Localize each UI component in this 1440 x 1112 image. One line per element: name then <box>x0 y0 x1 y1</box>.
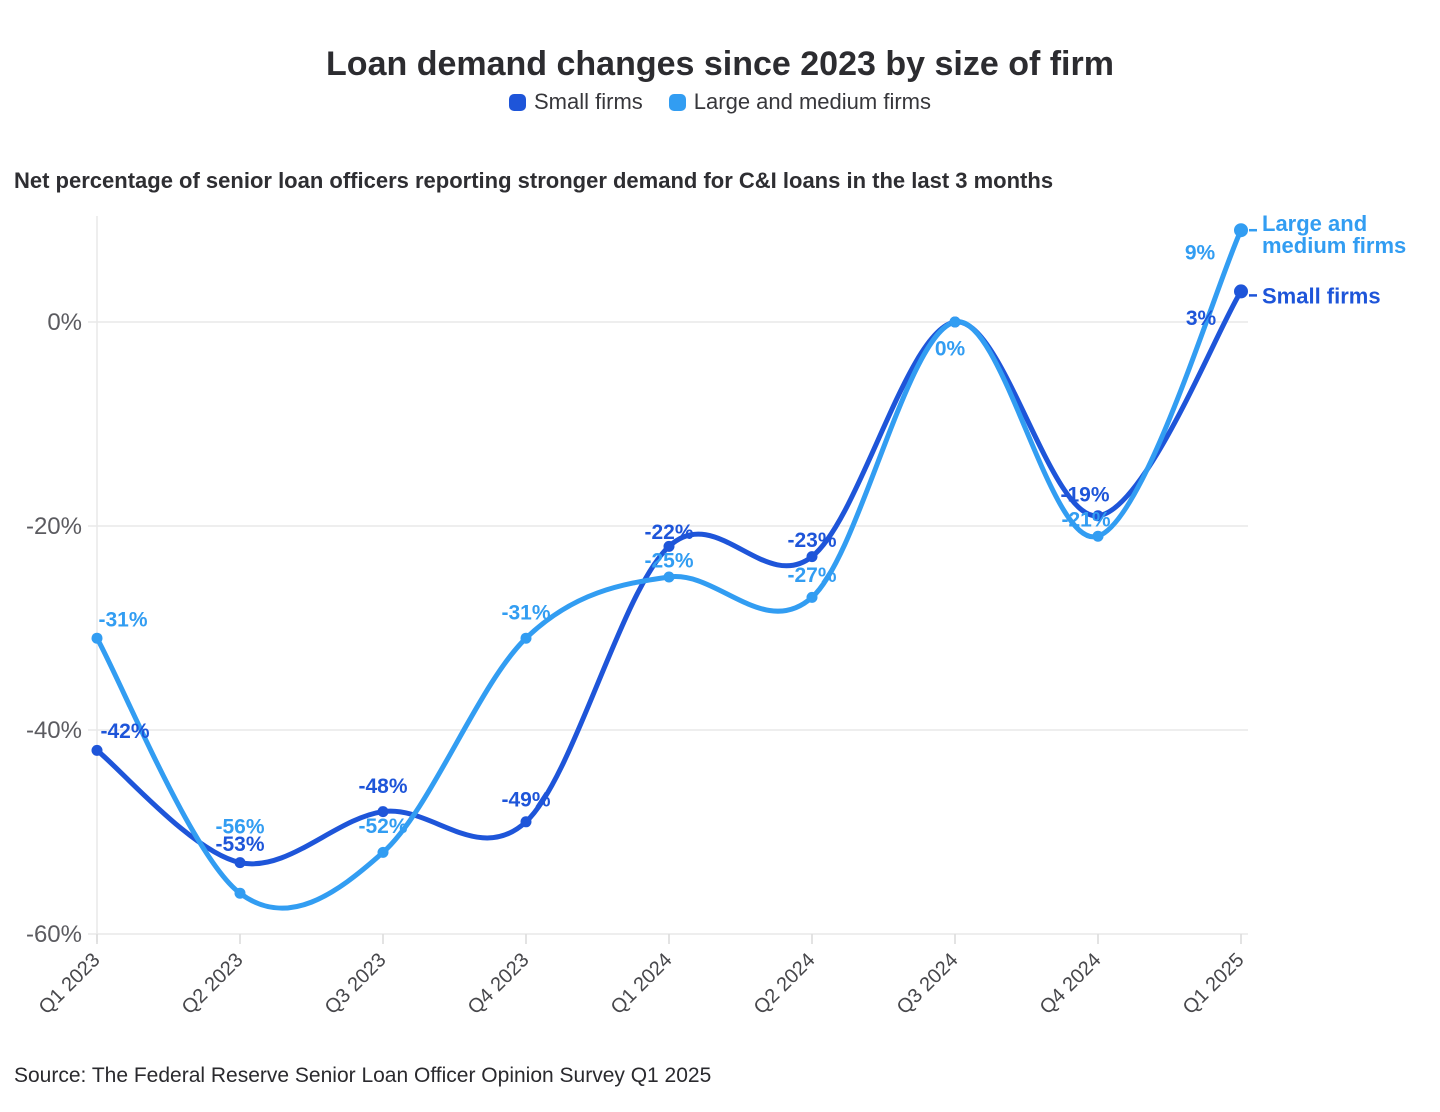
point-marker-large-and-medium-firms <box>234 887 246 899</box>
legend-item-small-firms: Small firms <box>509 89 643 115</box>
point-label-large-and-medium-firms: -56% <box>215 816 264 839</box>
y-tick-label: 0% <box>47 309 82 336</box>
point-label-small-firms: -22% <box>644 521 693 544</box>
point-marker-large-and-medium-firms <box>520 632 532 644</box>
x-tick-label: Q2 2023 <box>178 949 248 1019</box>
series-line-small-firms <box>94 288 1244 867</box>
x-tick-label: Q2 2024 <box>750 949 820 1019</box>
point-label-large-and-medium-firms: 9% <box>1185 242 1216 265</box>
point-marker-large-and-medium-firms <box>949 316 961 328</box>
legend-swatch-small-firms <box>509 93 526 111</box>
point-marker-large-and-medium-firms <box>1092 530 1104 542</box>
point-label-small-firms: -23% <box>787 529 836 552</box>
point-marker-small-firms <box>377 806 389 818</box>
point-label-small-firms: -49% <box>501 788 550 811</box>
chart-subtitle: Net percentage of senior loan officers r… <box>14 168 1054 193</box>
point-label-large-and-medium-firms: 0% <box>935 338 966 361</box>
source-note: Source: The Federal Reserve Senior Loan … <box>14 1064 712 1087</box>
point-marker-large-and-medium-firms <box>663 571 675 583</box>
y-tick-label: -20% <box>26 513 82 540</box>
point-label-large-and-medium-firms: -21% <box>1061 509 1110 532</box>
point-marker-large-and-medium-firms <box>806 591 818 603</box>
x-tick-label: Q4 2023 <box>464 949 534 1019</box>
chart-legend: Small firms Large and medium firms <box>0 89 1440 115</box>
legend-swatch-large-medium-firms <box>668 93 686 111</box>
legend-label-small-firms: Small firms <box>534 89 643 114</box>
point-label-large-and-medium-firms: -31% <box>98 609 147 632</box>
x-tick-label: Q3 2023 <box>321 949 391 1019</box>
point-label-small-firms: -53% <box>215 833 264 856</box>
y-tick-label: -60% <box>26 921 82 948</box>
point-marker-large-and-medium-firms <box>1234 223 1248 238</box>
series-end-label-small-firms: Small firms <box>1262 283 1381 308</box>
point-label-small-firms: -19% <box>1060 483 1109 506</box>
point-marker-small-firms <box>91 744 103 756</box>
chart-title: Loan demand changes since 2023 by size o… <box>326 44 1114 83</box>
series-line-large-and-medium-firms <box>94 227 1244 911</box>
point-marker-large-and-medium-firms <box>91 632 103 644</box>
point-marker-small-firms <box>1234 284 1248 299</box>
x-tick-label: Q3 2024 <box>893 949 963 1019</box>
point-label-large-and-medium-firms: -25% <box>644 550 693 573</box>
point-label-small-firms: 3% <box>1186 307 1217 330</box>
point-marker-large-and-medium-firms <box>377 846 389 858</box>
x-tick-label: Q1 2024 <box>607 949 677 1019</box>
point-label-large-and-medium-firms: -31% <box>501 602 550 625</box>
point-marker-small-firms <box>520 816 532 828</box>
point-marker-small-firms <box>806 551 818 563</box>
point-marker-small-firms <box>1092 510 1104 522</box>
y-tick-label: -40% <box>26 717 82 744</box>
point-label-small-firms: -48% <box>358 775 407 798</box>
legend-label-large-medium-firms: Large and medium firms <box>693 89 931 114</box>
point-label-small-firms: -42% <box>100 720 149 743</box>
point-marker-small-firms <box>234 857 246 869</box>
point-marker-small-firms <box>663 540 675 552</box>
x-tick-label: Q1 2023 <box>35 949 105 1019</box>
series-end-label-large-and-medium-firms: Large and medium firms <box>1262 211 1406 258</box>
x-tick-label: Q1 2025 <box>1179 949 1249 1019</box>
legend-item-large-medium-firms: Large and medium firms <box>668 89 931 115</box>
point-label-large-and-medium-firms: -27% <box>787 564 836 587</box>
x-tick-label: Q4 2024 <box>1036 949 1106 1019</box>
point-label-large-and-medium-firms: -52% <box>358 815 407 838</box>
